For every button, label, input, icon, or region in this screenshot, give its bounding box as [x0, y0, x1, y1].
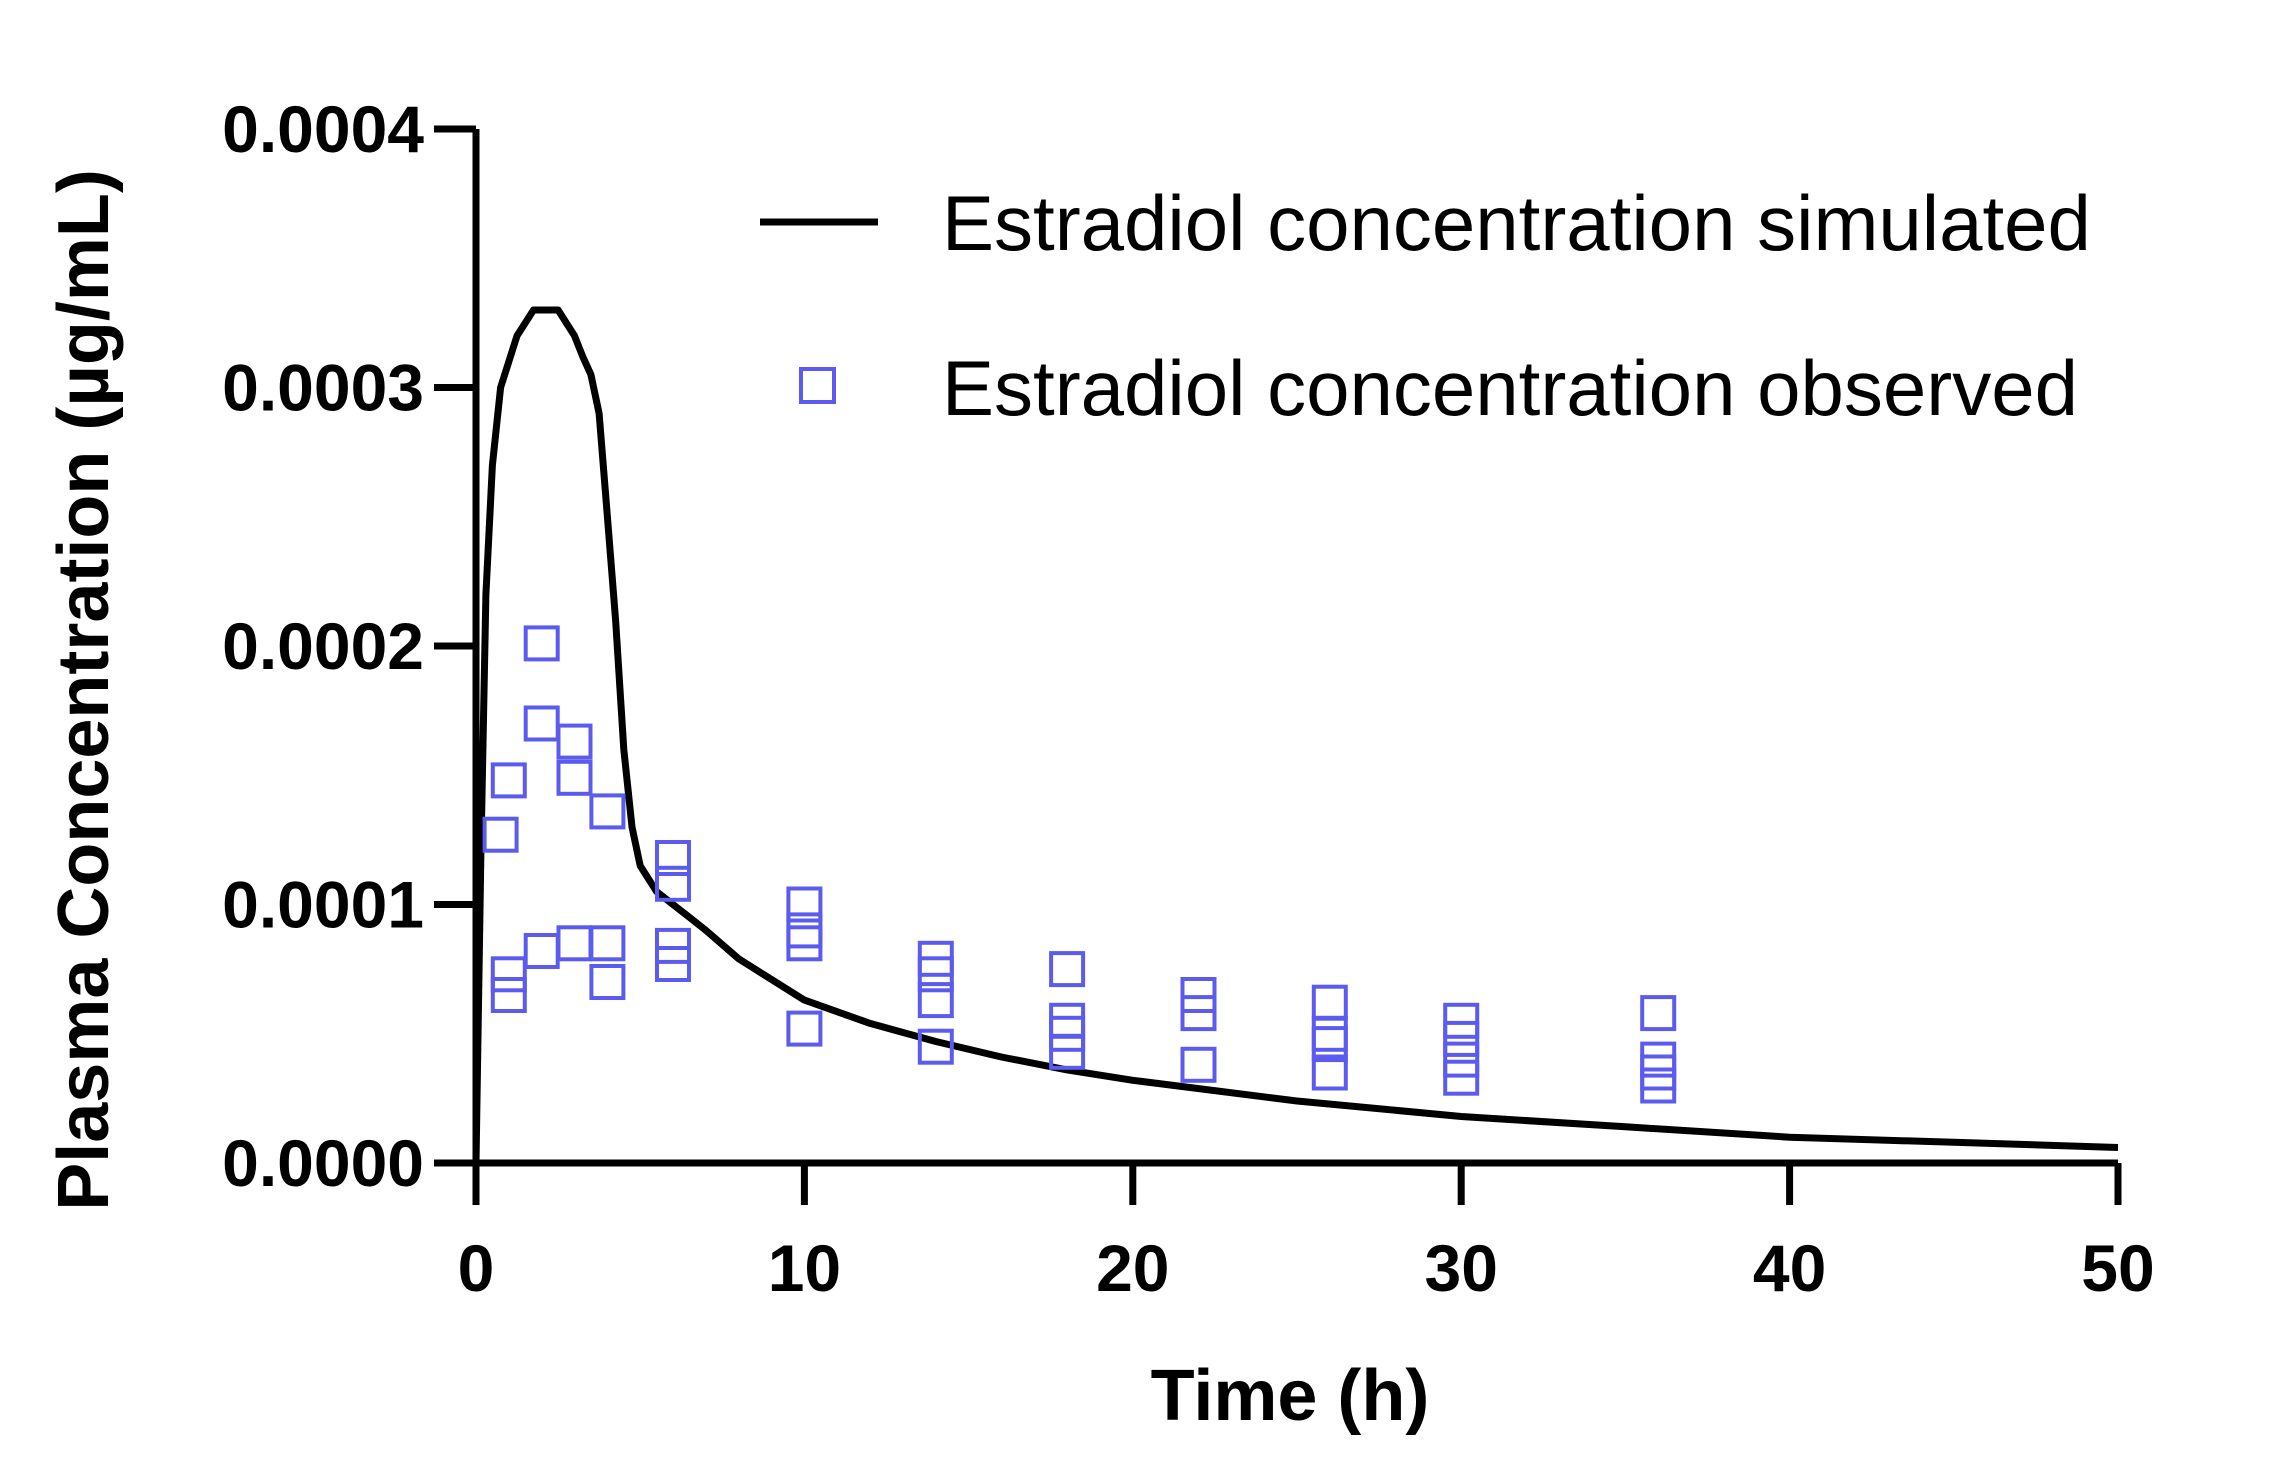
- legend-label-simulated: Estradiol concentration simulated: [942, 179, 2091, 267]
- y-tick-label: 0.0000: [222, 1126, 424, 1200]
- observed-point: [1640, 995, 1677, 1032]
- observed-point: [1311, 1054, 1348, 1091]
- x-axis-title: Time (h): [1151, 1356, 1430, 1436]
- observed-point: [917, 982, 954, 1019]
- x-tick-label: 0: [458, 1231, 495, 1305]
- axes: 0.0000 0.0001 0.0002 0.0003 0.0004 0 10 20 30 40 5…: [222, 92, 2155, 1305]
- x-tick-label: 30: [1424, 1231, 1497, 1305]
- y-tick-label: 0.0003: [222, 351, 424, 425]
- observed-point: [917, 956, 954, 993]
- observed-point: [917, 1028, 954, 1065]
- observed-point: [786, 1010, 823, 1047]
- observed-point: [1311, 984, 1348, 1021]
- observed-point: [556, 925, 593, 962]
- observed-point: [655, 946, 691, 982]
- x-tick-label: 50: [2081, 1231, 2154, 1305]
- observed-point: [1311, 1026, 1348, 1063]
- observed-point: [655, 865, 691, 902]
- observed-point: [1180, 977, 1217, 1013]
- observed-point: [1443, 1020, 1480, 1057]
- observed-point: [589, 793, 626, 830]
- observed-point: [490, 956, 527, 993]
- observed-point: [1049, 951, 1086, 988]
- observed-point: [556, 723, 593, 760]
- observed-point: [490, 977, 527, 1013]
- observed-point: [1049, 1002, 1086, 1039]
- y-tick-label: 0.0004: [222, 92, 424, 166]
- y-tick-label: 0.0001: [222, 868, 424, 942]
- observed-point: [1311, 1015, 1348, 1052]
- observed-point: [786, 886, 823, 923]
- observed-point: [1180, 995, 1217, 1032]
- plot-area: [472, 306, 2119, 1164]
- observed-point: [1640, 1054, 1677, 1091]
- observed-point: [490, 762, 527, 799]
- observed-point: [1443, 1059, 1480, 1096]
- observed-point: [589, 925, 626, 962]
- observed-point: [1049, 1033, 1086, 1070]
- observed-point: [589, 964, 626, 1000]
- observed-point: [1443, 1002, 1480, 1039]
- observed-point: [655, 840, 691, 876]
- observed-point: [523, 705, 560, 742]
- simulated-concentration-line: [472, 306, 2119, 1164]
- observed-point: [523, 933, 560, 969]
- x-tick-label: 10: [768, 1231, 841, 1305]
- legend-square-swatch: [799, 367, 836, 404]
- y-axis-title: Plasma Concentration (µg/mL): [44, 169, 124, 1211]
- x-tick-label: 20: [1096, 1231, 1169, 1305]
- observed-point: [1443, 1041, 1480, 1078]
- observed-point: [482, 816, 519, 853]
- legend: Estradiol concentration simulated Estrad…: [760, 179, 2091, 432]
- observed-point: [1180, 1046, 1217, 1083]
- observed-point: [1640, 1067, 1677, 1104]
- observed-point: [786, 925, 823, 962]
- y-tick-label: 0.0002: [222, 609, 424, 683]
- observed-point: [523, 625, 560, 662]
- x-tick-label: 40: [1753, 1231, 1826, 1305]
- observed-point: [655, 927, 691, 964]
- legend-label-observed: Estradiol concentration observed: [942, 344, 2078, 432]
- observed-point: [556, 759, 593, 796]
